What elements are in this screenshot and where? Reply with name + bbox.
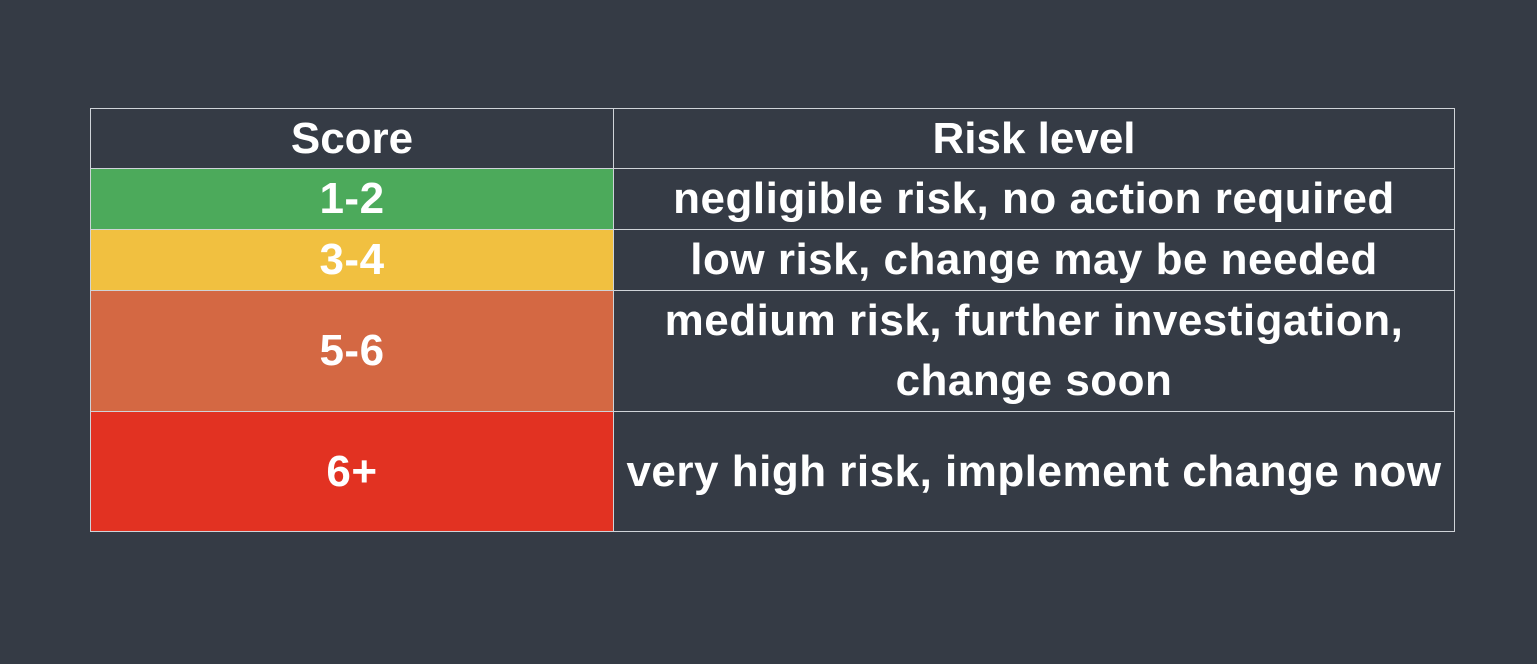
risk-level-cell: low risk, change may be needed [613, 229, 1455, 291]
score-cell: 6+ [90, 411, 614, 532]
table-row: 6+ very high risk, implement change now [90, 411, 1455, 532]
header-risk-level: Risk level [613, 108, 1455, 169]
risk-level-cell: very high risk, implement change now [613, 411, 1455, 532]
table-header-row: Score Risk level [90, 108, 1455, 169]
risk-level-cell: negligible risk, no action required [613, 168, 1455, 230]
score-cell: 3-4 [90, 229, 614, 291]
score-cell: 1-2 [90, 168, 614, 230]
header-score: Score [90, 108, 614, 169]
score-cell: 5-6 [90, 290, 614, 412]
risk-level-cell: medium risk, further investigation, chan… [613, 290, 1455, 412]
risk-matrix-table: Score Risk level 1-2 negligible risk, no… [90, 108, 1455, 532]
table-row: 1-2 negligible risk, no action required [90, 168, 1455, 230]
table-row: 3-4 low risk, change may be needed [90, 229, 1455, 291]
table-row: 5-6 medium risk, further investigation, … [90, 290, 1455, 412]
